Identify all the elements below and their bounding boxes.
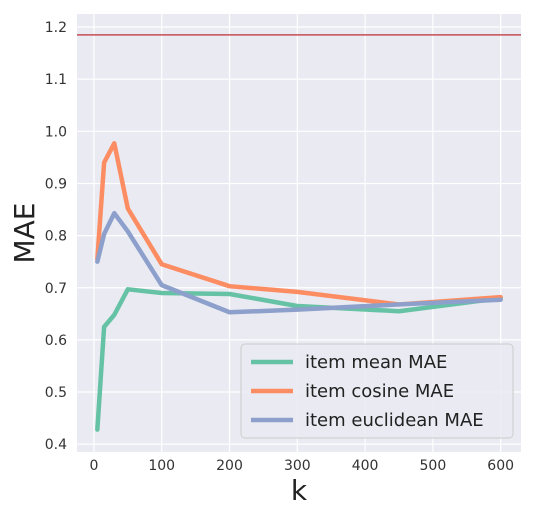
y-tick-label: 0.9 [45, 176, 67, 192]
y-tick-label: 1.1 [45, 72, 67, 88]
x-tick-label: 100 [148, 458, 175, 474]
series-line-2 [95, 210, 503, 315]
y-tick-label: 1.0 [45, 124, 67, 140]
x-tick-label: 500 [420, 458, 447, 474]
x-axis-label: k [291, 474, 308, 507]
legend-entry: item cosine MAE [305, 381, 454, 402]
x-tick-label: 300 [284, 458, 311, 474]
x-tick-label: 200 [216, 458, 243, 474]
legend-entry: item euclidean MAE [305, 410, 484, 431]
legend: item mean MAE item cosine MAE item euclide… [240, 343, 514, 439]
y-tick-label: 0.4 [45, 437, 67, 453]
series-lines [95, 141, 503, 432]
series-line-0 [95, 287, 503, 432]
y-axis-label: MAE [8, 202, 41, 263]
x-tick-label: 400 [352, 458, 379, 474]
series-line-1 [95, 141, 503, 307]
y-tick-labels: 0.4 0.5 0.6 0.7 0.8 0.9 1.0 1.1 1.2 [45, 20, 67, 453]
legend-box [240, 343, 514, 439]
x-tick-labels: 0 100 200 300 400 500 600 [89, 458, 514, 474]
legend-entry: item mean MAE [305, 352, 447, 373]
y-tick-label: 0.5 [45, 385, 67, 401]
y-tick-label: 0.7 [45, 281, 67, 297]
y-tick-label: 0.6 [45, 333, 67, 349]
y-tick-label: 0.8 [45, 229, 67, 245]
grid-lines [77, 14, 521, 452]
x-tick-label: 600 [487, 458, 514, 474]
x-tick-label: 0 [89, 458, 98, 474]
y-tick-label: 1.2 [45, 20, 67, 36]
